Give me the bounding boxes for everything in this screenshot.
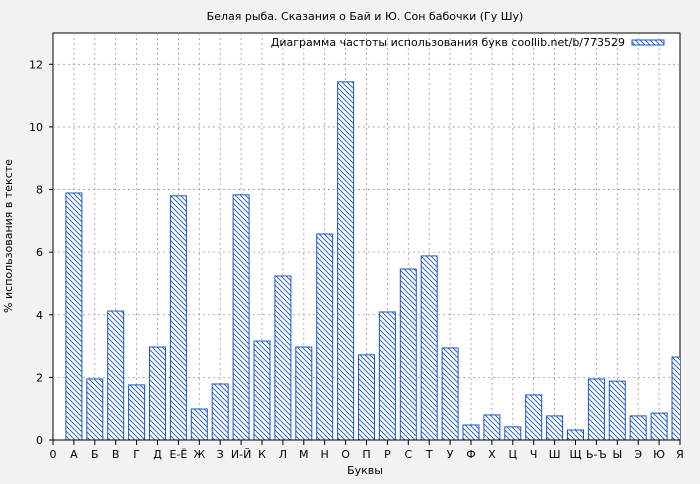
x-tick-label: Ю [653, 448, 665, 461]
bar-Р [378, 311, 396, 440]
bar-Д [149, 346, 166, 440]
x-tick-label: Л [279, 448, 287, 461]
bar-Т [420, 255, 438, 440]
bar-Щ [567, 429, 584, 440]
bar-С [399, 268, 417, 440]
x-tick-label: Ы [612, 448, 622, 461]
x-tick-label: 0 [50, 448, 57, 461]
bar-И-Й [232, 194, 250, 440]
x-tick-label: Т [425, 448, 433, 461]
bar-А [65, 192, 83, 440]
bar-Ы [608, 380, 626, 440]
y-axis-label: % использования в тексте [2, 159, 15, 313]
bar-Ь-Ъ [587, 378, 605, 440]
bar-Э [629, 415, 647, 440]
bar-Г [128, 384, 146, 440]
y-tick-label: 6 [36, 246, 43, 259]
bar-Е-Ё [169, 195, 187, 440]
x-tick-label: Ж [193, 448, 205, 461]
x-tick-label: Е-Ё [169, 448, 187, 461]
x-tick-label: К [258, 448, 266, 461]
legend: Диаграмма частоты использования букв coo… [271, 36, 665, 49]
y-tick-label: 2 [36, 371, 43, 384]
y-tick-label: 8 [36, 184, 43, 197]
bar-О [337, 81, 355, 440]
x-tick-label: О [341, 448, 350, 461]
bar-Ф [462, 424, 480, 440]
x-tick-label: Э [634, 448, 642, 461]
x-tick-label: Ц [509, 448, 518, 461]
y-tick-label: 0 [36, 434, 43, 447]
y-tick-label: 4 [36, 309, 43, 322]
bar-У [441, 347, 459, 440]
x-tick-label: З [217, 448, 224, 461]
bar-Н [316, 233, 334, 440]
x-tick-label: П [362, 448, 370, 461]
bar-Ж [190, 408, 208, 440]
bar-З [211, 383, 229, 440]
bar-Б [86, 378, 104, 440]
legend-swatch [631, 39, 665, 46]
x-tick-label: У [447, 448, 454, 461]
bar-Ц [504, 426, 522, 440]
x-tick-label: Ф [466, 448, 475, 461]
y-tick-label: 12 [29, 58, 43, 71]
bar-Л [274, 275, 292, 440]
x-tick-label: Ш [549, 448, 561, 461]
bar-М [295, 346, 313, 440]
bar-Ю [650, 412, 668, 440]
x-tick-label: М [299, 448, 309, 461]
x-tick-label: С [404, 448, 412, 461]
x-tick-label: Ч [530, 448, 538, 461]
bar-П [358, 354, 375, 440]
bar-В [107, 310, 125, 440]
x-tick-label: И-Й [231, 448, 251, 461]
x-tick-label: Я [676, 448, 684, 461]
x-tick-label: Х [488, 448, 496, 461]
x-tick-label: Н [321, 448, 329, 461]
bar-Х [483, 414, 501, 440]
chart-title: Белая рыба. Сказания о Бай и Ю. Сон бабо… [207, 10, 524, 23]
x-tick-label: Д [153, 448, 162, 461]
x-tick-label: А [70, 448, 78, 461]
bar-Я [671, 356, 680, 440]
x-tick-label: Щ [569, 448, 581, 461]
x-tick-label: Г [133, 448, 140, 461]
bar-Ш [546, 415, 564, 440]
bar-Ч [525, 394, 543, 440]
bar-К [253, 340, 271, 440]
x-tick-label: Ь-Ъ [586, 448, 607, 461]
x-tick-label: В [112, 448, 120, 461]
x-tick-label: Р [384, 448, 391, 461]
legend-label: Диаграмма частоты использования букв coo… [271, 36, 625, 49]
x-tick-label: Б [91, 448, 99, 461]
x-axis-label: Буквы [347, 464, 383, 477]
y-tick-label: 10 [29, 121, 43, 134]
